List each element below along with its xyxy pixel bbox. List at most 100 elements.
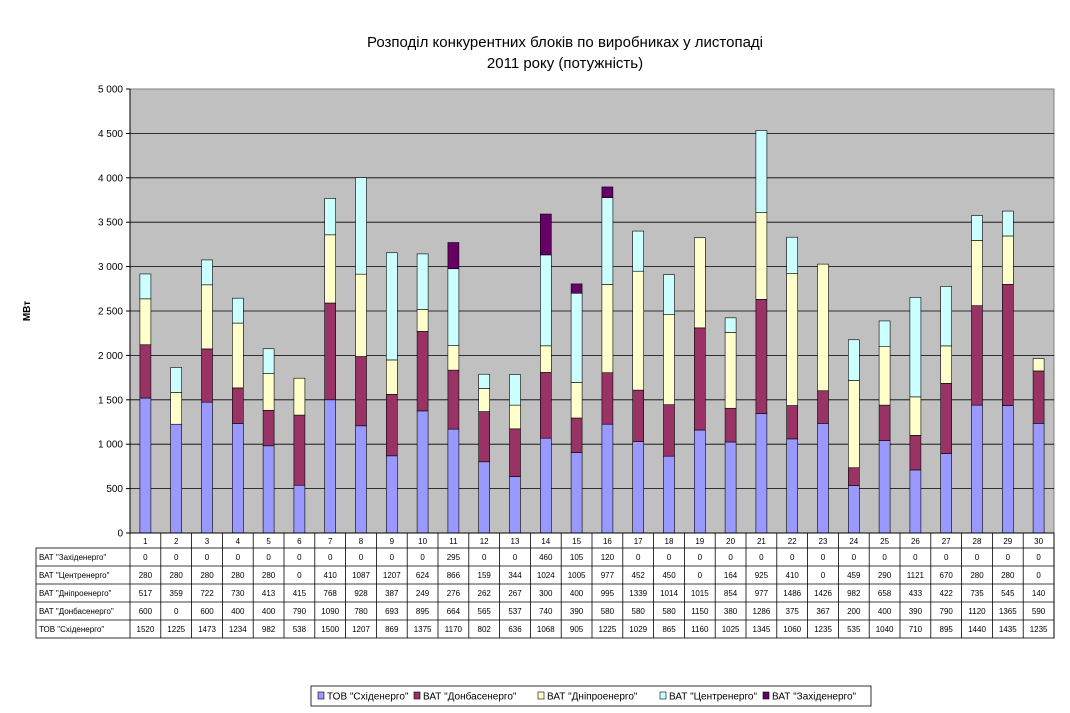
table-cell-value: 1486 [783,589,801,598]
table-cell-value: 0 [205,553,210,562]
table-cell-value: 422 [940,589,954,598]
x-category-label: 17 [634,537,643,546]
bar-segment [601,186,614,198]
table-cell-value: 0 [297,571,302,580]
bar-segment [447,428,460,534]
table-cell-value: 1235 [1030,625,1048,634]
table-cell-value: 1426 [814,589,832,598]
bar-segment [570,292,583,383]
bar-segment [324,399,337,534]
bar-segment [878,404,891,441]
table-cell-value: 869 [385,625,399,634]
table-cell-value: 580 [632,607,646,616]
table-cell-value: 866 [447,571,461,580]
table-cell-value: 740 [539,607,553,616]
table-cell-value: 0 [667,553,672,562]
bar-segment [1001,235,1014,285]
bar-segment [786,405,799,440]
bar-segment [509,374,521,406]
x-category-label: 27 [942,537,951,546]
table-cell-value: 290 [878,571,892,580]
bar-segment [139,344,152,399]
bar-segment [262,445,275,534]
bar-segment [909,297,922,398]
table-cell-value: 925 [755,571,769,580]
table-cell-value: 600 [200,607,214,616]
bar-segment [755,212,768,300]
table-cell-value: 600 [139,607,153,616]
bar-segment [324,234,337,304]
table-cell-value: 1520 [137,625,155,634]
bar-segment [293,484,306,534]
bar-segment [755,413,768,534]
legend-swatch [317,691,325,700]
table-cell-value: 0 [852,553,857,562]
legend-swatch [659,691,667,700]
table-cell-value: 735 [970,589,984,598]
table-cell-value: 0 [143,553,148,562]
bar-segment [663,404,675,457]
table-cell-value: 344 [508,571,522,580]
legend-entry-label: ВАТ "Західенерго" [772,692,857,703]
x-category-label: 11 [449,537,458,546]
x-category-label: 14 [541,537,550,546]
table-cell-value: 164 [724,571,738,580]
bar-segment [447,369,460,430]
table-cell-value: 802 [478,625,492,634]
table-cell-value: 1120 [968,607,986,616]
table-cell-value: 905 [570,625,584,634]
x-category-label: 13 [511,537,520,546]
bar-segment [262,348,275,374]
bar-segment [232,423,244,534]
table-cell-value: 400 [878,607,892,616]
table-cell-value: 433 [909,589,923,598]
bar-segment [1001,284,1014,406]
table-cell-value: 400 [231,607,245,616]
table-cell-value: 0 [174,607,179,616]
x-category-label: 9 [390,537,395,546]
bar-segment [940,453,953,534]
table-cell-value: 982 [262,625,276,634]
table-row-label: ВАТ "Західенерго" [39,553,106,562]
bar-segment [817,390,829,424]
x-category-label: 21 [757,537,766,546]
table-cell-value: 387 [385,589,399,598]
y-tick-label: 1 500 [98,395,123,406]
x-category-label: 24 [849,537,858,546]
bar-segment [539,345,552,373]
bar-segment [262,409,275,447]
bar-segment [693,327,706,431]
table-row-label: ВАТ "Дніпроенерго" [39,589,112,598]
y-tick-label: 1 000 [98,440,123,451]
bar-segment [478,373,491,389]
legend-box [310,685,872,707]
bar-segment [878,440,891,534]
table-cell-value: 460 [539,553,553,562]
bar-segment [817,423,829,534]
table-cell-value: 0 [482,553,487,562]
table-cell-value: 0 [266,553,271,562]
table-cell-value: 0 [882,553,887,562]
legend-entry-label: ВАТ "Центренерго" [669,692,757,703]
table-cell-value: 390 [909,607,923,616]
bar-segment [786,236,799,274]
table-cell-value: 790 [940,607,954,616]
bar-segment [632,389,645,442]
table-cell-value: 0 [328,553,333,562]
bar-segment [539,372,552,439]
legend-entry-label: ВАТ "Донбасенерго" [423,691,517,703]
table-cell-value: 0 [698,553,703,562]
x-category-label: 4 [236,537,241,546]
y-tick-label: 3 000 [98,262,123,273]
table-cell-value: 1435 [999,625,1017,634]
bar-segment [293,377,306,416]
y-tick-label: 5 000 [98,85,123,96]
x-category-label: 20 [726,537,735,546]
table-cell-value: 280 [139,571,153,580]
x-category-label: 29 [1003,537,1012,546]
table-cell-value: 1207 [352,625,370,634]
table-cell-value: 1286 [753,607,771,616]
table-cell-value: 400 [570,589,584,598]
bar-segment [539,254,552,347]
table-cell-value: 538 [293,625,307,634]
